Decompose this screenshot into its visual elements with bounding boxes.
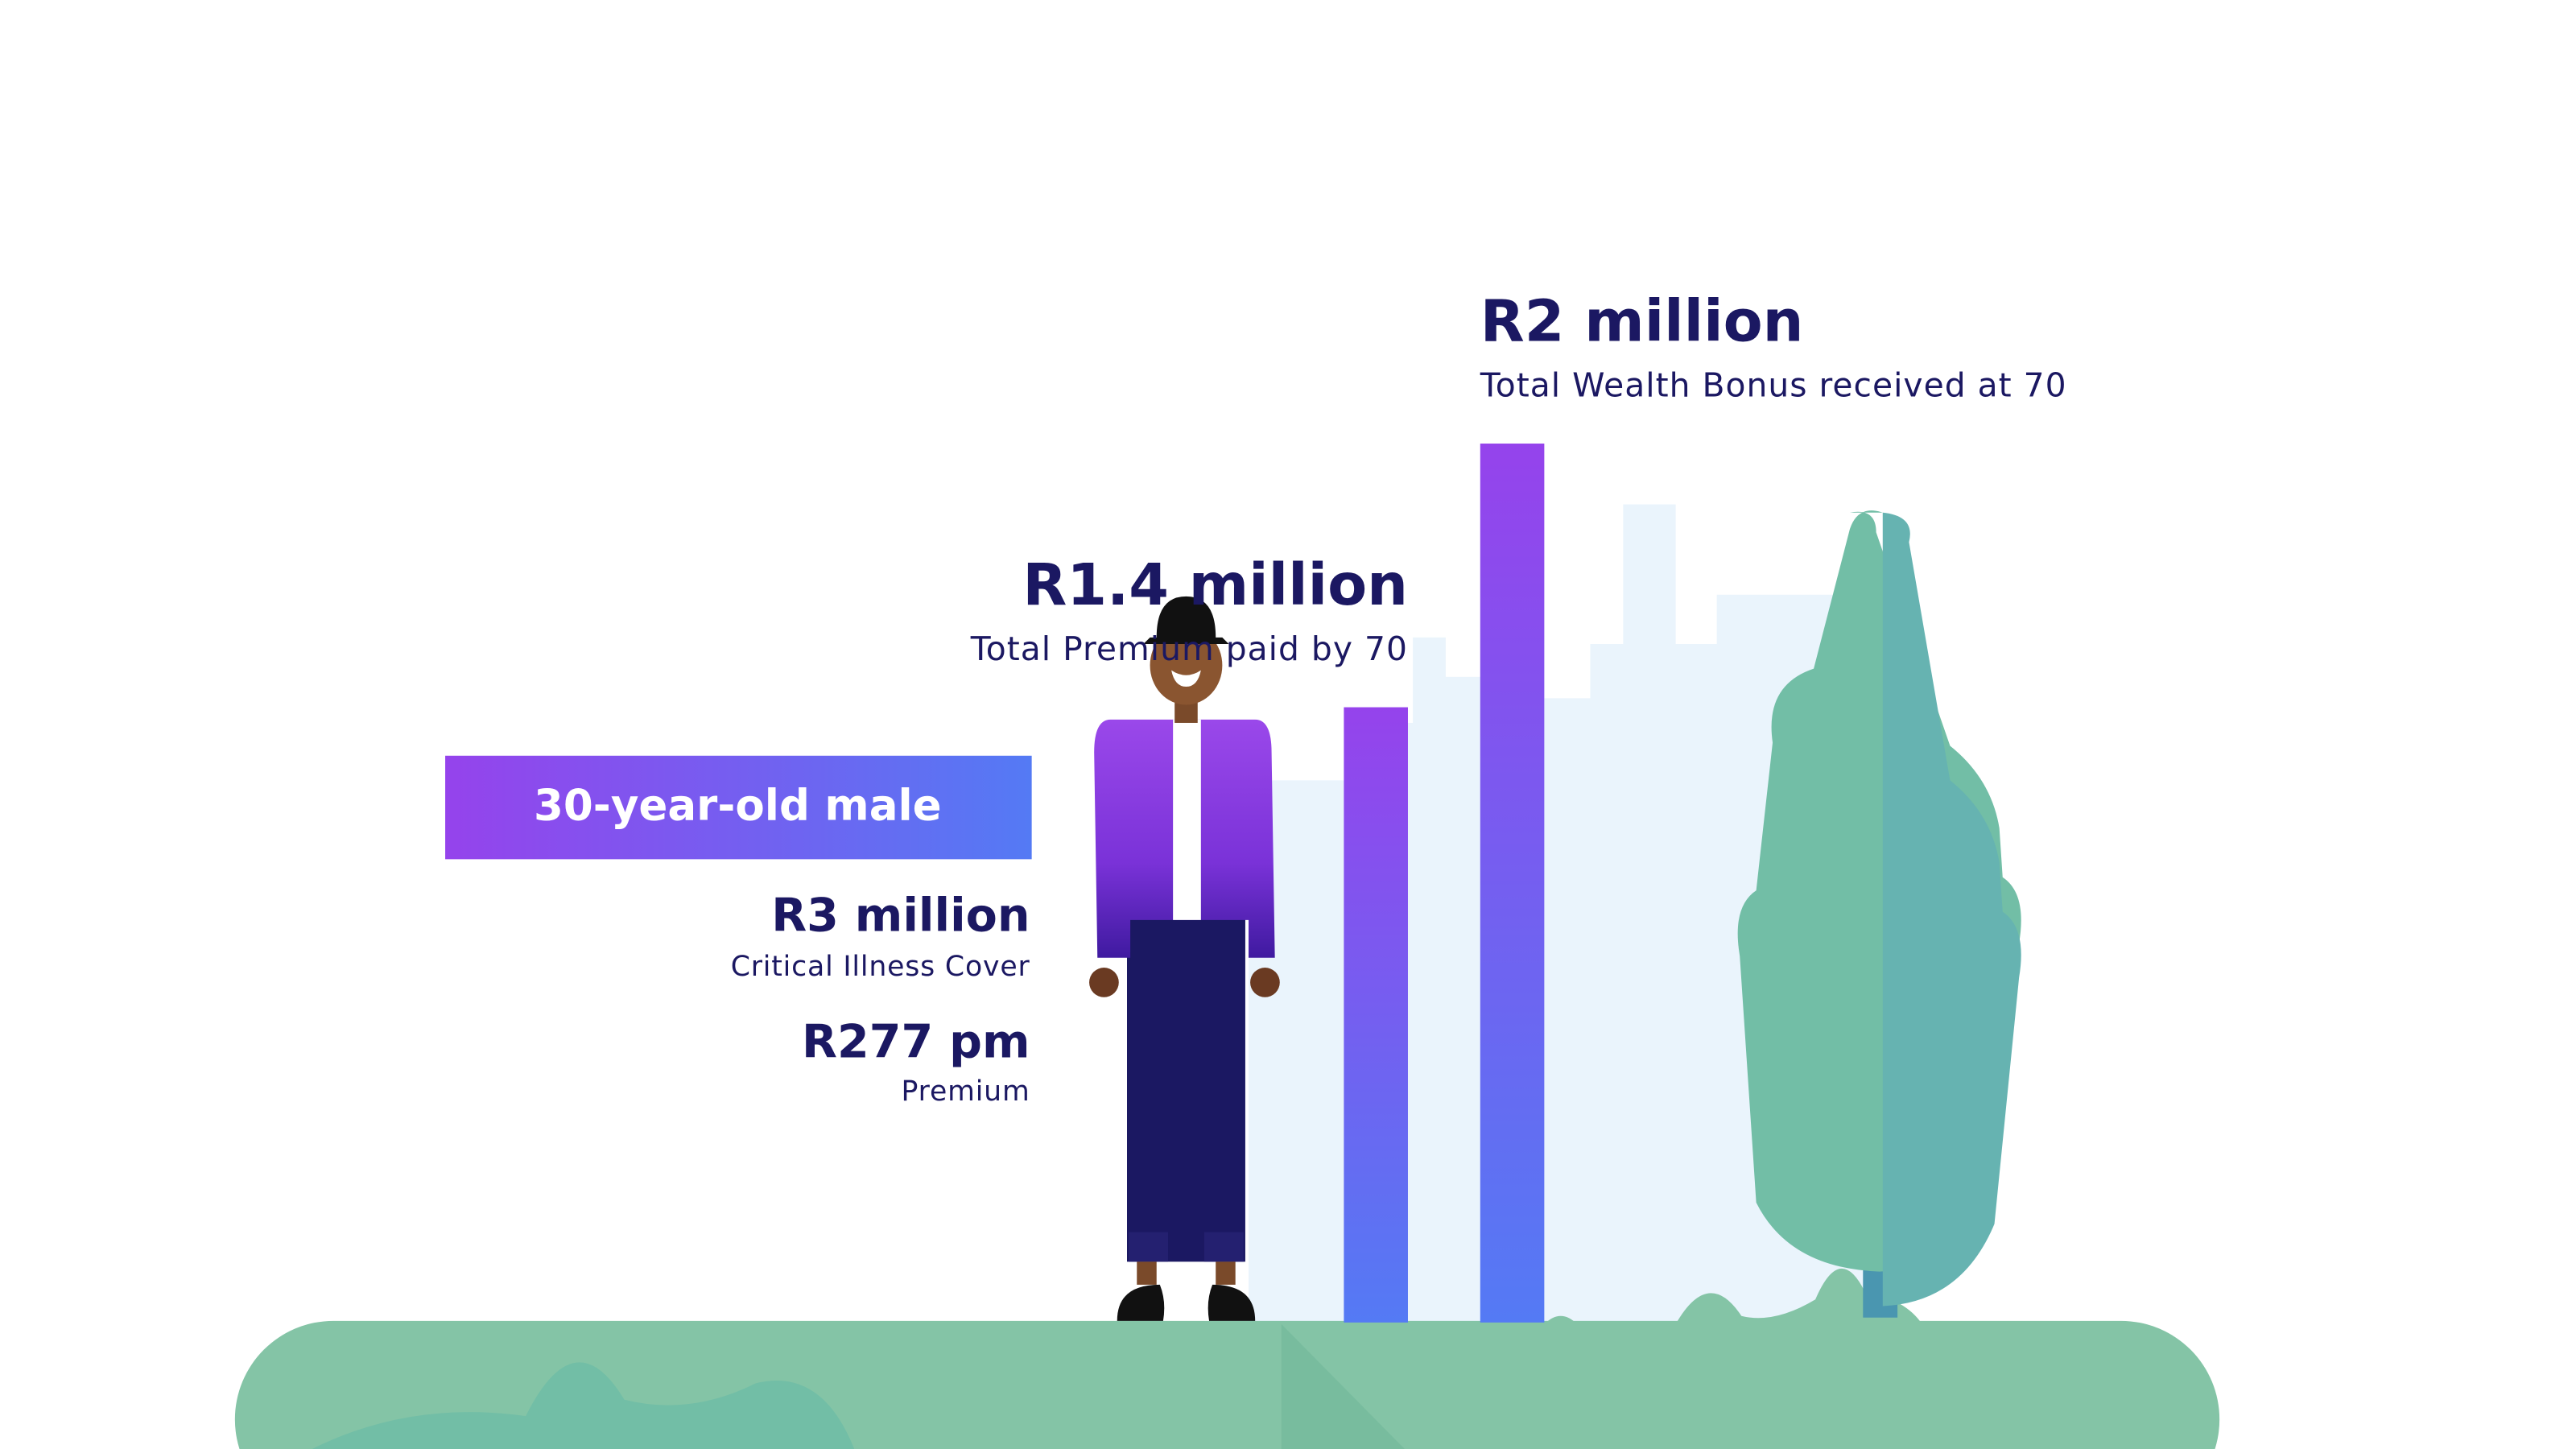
cover-amount: R3 million (771, 889, 1030, 942)
profile-badge (445, 755, 1032, 860)
bar-caption: Total Premium paid by 70 (970, 630, 1408, 668)
bar (1480, 444, 1545, 1323)
bar (1344, 707, 1408, 1323)
cover-label: Critical Illness Cover (731, 951, 1030, 983)
bar-chart: R1.4 million Total Premium paid by 70 R2 m… (970, 288, 2067, 1323)
tree (1737, 510, 2021, 1318)
bar-caption: Total Wealth Bonus received at 70 (1480, 366, 2067, 405)
badge-text: 30-year-old male (534, 781, 942, 831)
value-label: R1.4 million (1022, 551, 1408, 618)
profile-panel: 30-year-old male R3 million Critical Ill… (445, 755, 1032, 1108)
value-label: R2 million (1480, 288, 1804, 355)
premium-amount: R277 pm (802, 1016, 1030, 1069)
premium-label: Premium (902, 1075, 1030, 1108)
person-illustration (1089, 596, 1280, 1321)
ground (234, 1268, 2220, 1449)
